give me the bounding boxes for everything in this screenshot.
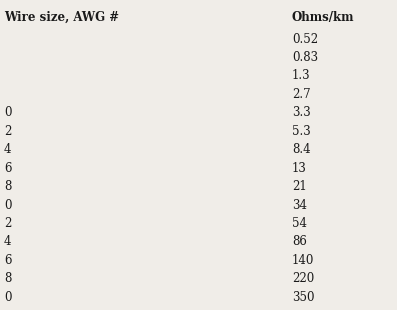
Text: 2: 2 [4,125,12,138]
Text: 140: 140 [292,254,314,267]
Text: 8: 8 [4,272,12,285]
Text: Wire size, AWG #: Wire size, AWG # [4,11,119,24]
Text: 0: 0 [4,198,12,211]
Text: 54: 54 [292,217,307,230]
Text: 3.3: 3.3 [292,106,310,119]
Text: 4: 4 [4,236,12,248]
Text: 0: 0 [4,106,12,119]
Text: 2: 2 [4,217,12,230]
Text: 5.3: 5.3 [292,125,310,138]
Text: 0.52: 0.52 [292,33,318,46]
Text: 86: 86 [292,236,306,248]
Text: 0.83: 0.83 [292,51,318,64]
Text: 8.4: 8.4 [292,143,310,156]
Text: 350: 350 [292,291,314,304]
Text: 34: 34 [292,198,307,211]
Text: 220: 220 [292,272,314,285]
Text: 13: 13 [292,162,306,175]
Text: 2.7: 2.7 [292,88,310,101]
Text: 4: 4 [4,143,12,156]
Text: 1.3: 1.3 [292,69,310,82]
Text: 6: 6 [4,254,12,267]
Text: 0: 0 [4,291,12,304]
Text: 8: 8 [4,180,12,193]
Text: 21: 21 [292,180,306,193]
Text: 6: 6 [4,162,12,175]
Text: Ohms/km: Ohms/km [292,11,354,24]
